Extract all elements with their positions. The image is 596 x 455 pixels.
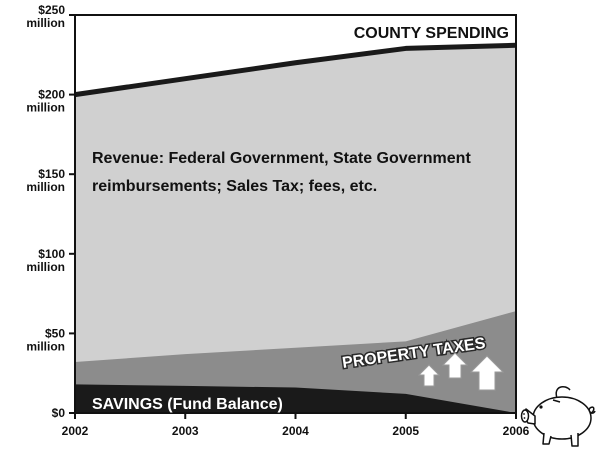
x-tick-label: 2003: [172, 424, 199, 438]
revenue-label-line-1: Revenue: Federal Government, State Gover…: [92, 150, 471, 167]
county-spending-label: COUNTY SPENDING: [354, 25, 509, 42]
y-axis: $0 $50 million $100 million $150 million $200 mi…: [26, 3, 75, 420]
x-tick-label: 2004: [282, 424, 309, 438]
y-tick-label: $150 million: [26, 167, 65, 194]
piggy-bank-icon: [520, 385, 596, 447]
x-tick-label: 2002: [62, 424, 89, 438]
up-arrow-icon: [417, 364, 441, 387]
x-axis: 2002 2003 2004 2005 2006: [62, 413, 530, 438]
y-tick-label: $200 million: [26, 88, 65, 115]
savings-label: SAVINGS (Fund Balance): [92, 396, 283, 413]
y-tick-label: $250 million: [26, 3, 65, 30]
savings-area: [75, 384, 516, 413]
x-tick-label: 2005: [392, 424, 419, 438]
y-tick-label: $100 million: [26, 247, 65, 274]
up-arrow-icon: [469, 355, 505, 391]
x-tick-label: 2006: [503, 424, 530, 438]
y-tick-label: $50 million: [26, 326, 65, 353]
y-tick-label: $0: [52, 406, 66, 420]
county-spending-line: [74, 42, 517, 98]
revenue-label-line-2: reimbursements; Sales Tax; fees, etc.: [92, 178, 377, 195]
up-arrow-icon: [441, 352, 469, 379]
revenue-area: [75, 45, 516, 414]
